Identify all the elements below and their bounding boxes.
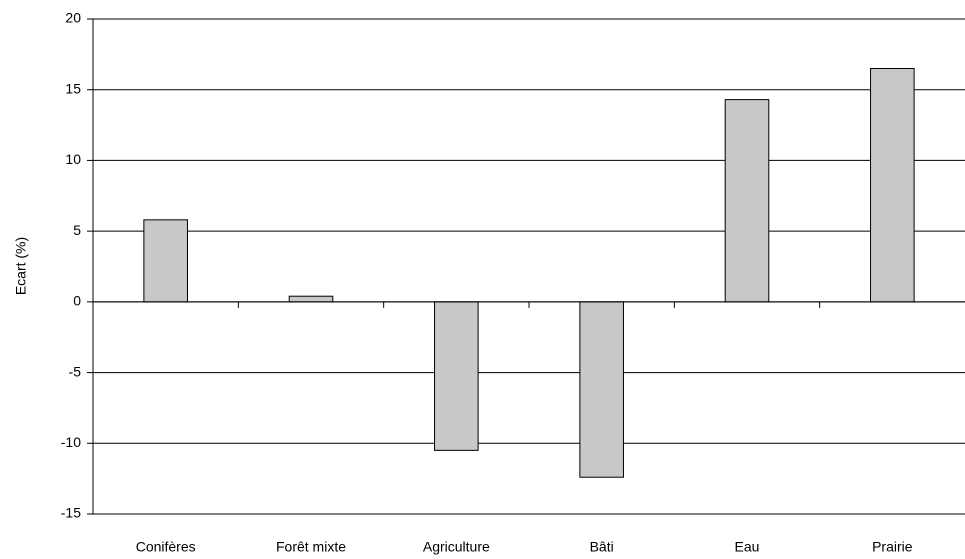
y-axis-label: Ecart (%) <box>13 237 29 295</box>
bar <box>870 68 915 303</box>
bar <box>579 301 624 478</box>
bar <box>143 219 188 303</box>
x-tick-label: Prairie <box>872 539 913 555</box>
x-tick-label: Eau <box>735 539 760 555</box>
y-tick-label: 10 <box>65 151 81 167</box>
y-tick-label: -10 <box>61 434 81 450</box>
x-tick-label: Conifères <box>136 539 196 555</box>
bar <box>288 295 334 303</box>
bar <box>434 301 479 451</box>
y-tick-label: 20 <box>65 10 81 26</box>
y-tick-label: 15 <box>65 80 81 96</box>
y-tick-label: 0 <box>73 293 81 309</box>
y-tick-label: -15 <box>61 505 81 521</box>
y-tick-label: -5 <box>69 363 82 379</box>
bar <box>724 99 770 303</box>
x-tick-label: Agriculture <box>423 539 490 555</box>
y-tick-label: 5 <box>73 222 81 238</box>
x-tick-label: Bâti <box>590 539 614 555</box>
x-tick-label: Forêt mixte <box>276 539 346 555</box>
